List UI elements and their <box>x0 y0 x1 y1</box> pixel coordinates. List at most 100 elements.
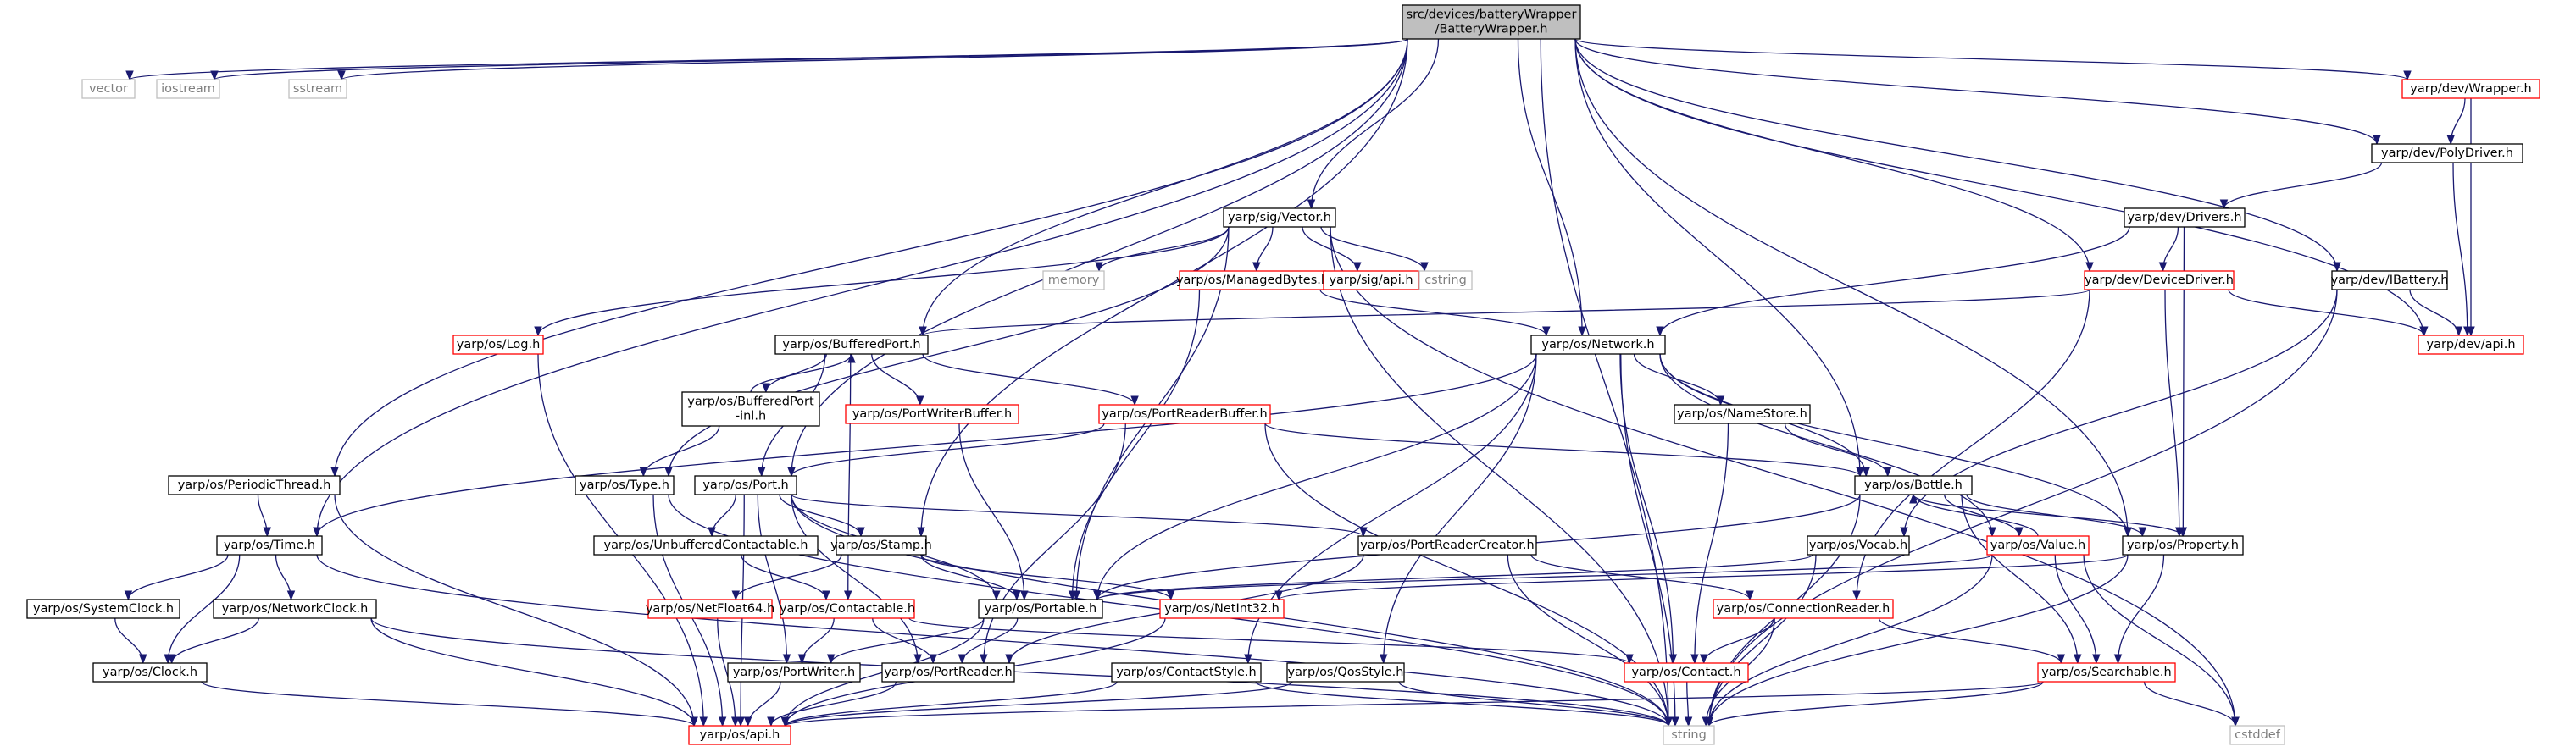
node-periodic[interactable]: yarp/os/PeriodicThread.h <box>168 475 341 495</box>
edge-prb-to-port <box>787 423 1105 478</box>
edge-line <box>1098 226 1230 272</box>
node-nf64[interactable]: yarp/os/NetFloat64.h <box>646 599 774 619</box>
node-label: yarp/os/Searchable.h <box>2041 666 2171 679</box>
edge-unbuf-to-contactable <box>741 554 830 601</box>
node-sigvec[interactable]: yarp/sig/Vector.h <box>1223 207 1336 228</box>
node-box <box>213 599 377 619</box>
edge-sigvec-to-sigapi <box>1302 226 1362 273</box>
node-contactstyle[interactable]: yarp/os/ContactStyle.h <box>1111 662 1262 683</box>
node-ibattery[interactable]: yarp/dev/IBattery.h <box>2331 270 2449 290</box>
node-layer: src/devices/batteryWrapper/BatteryWrappe… <box>26 4 2540 745</box>
arrowhead-icon <box>1988 527 1996 538</box>
edge-line <box>2083 554 2236 727</box>
node-label: yarp/os/ManagedBytes.h <box>1176 274 1329 287</box>
arrowhead-icon <box>1705 716 1713 727</box>
arrowhead-icon <box>822 590 830 601</box>
node-devdriver[interactable]: yarp/dev/DeviceDriver.h <box>2084 270 2235 290</box>
node-stamp[interactable]: yarp/os/Stamp.h <box>830 535 932 556</box>
node-portreader[interactable]: yarp/os/PortReader.h <box>881 662 1015 683</box>
node-searchable[interactable]: yarp/os/Searchable.h <box>2037 662 2176 683</box>
node-prb[interactable]: yarp/os/PortReaderBuffer.h <box>1098 404 1271 424</box>
arrowhead-icon <box>1671 716 1679 727</box>
arrowhead-icon <box>917 527 925 538</box>
edge-network-to-value <box>1659 353 1996 538</box>
node-label: yarp/dev/IBattery.h <box>2331 274 2449 287</box>
edge-devdriver-to-property <box>2164 289 2184 538</box>
edge-line <box>1878 617 2062 664</box>
node-netclock[interactable]: yarp/os/NetworkClock.h <box>213 599 377 619</box>
node-devapi[interactable]: yarp/dev/api.h <box>2418 335 2524 355</box>
edge-ibattery-to-devapi <box>2409 289 2463 337</box>
node-polydriver[interactable]: yarp/dev/PolyDriver.h <box>2371 143 2523 163</box>
edge-bp-to-pwb <box>871 353 924 406</box>
node-portwriter[interactable]: yarp/os/PortWriter.h <box>727 662 861 683</box>
arrowhead-icon <box>758 467 766 478</box>
node-bpinl[interactable]: yarp/os/BufferedPort-inl.h <box>681 391 820 427</box>
node-bp[interactable]: yarp/os/BufferedPort.h <box>774 335 929 355</box>
node-unbuf[interactable]: yarp/os/UnbufferedContactable.h <box>593 535 819 556</box>
edge-line <box>1096 353 1537 600</box>
edge-line <box>920 554 1172 600</box>
arrowhead-icon <box>980 654 988 665</box>
node-value[interactable]: yarp/os/Value.h <box>1986 535 2090 556</box>
edge-sigvec-to-memory <box>1095 226 1230 273</box>
node-type[interactable]: yarp/os/Type.h <box>575 475 675 495</box>
node-network[interactable]: yarp/os/Network.h <box>1530 335 1666 355</box>
node-api[interactable]: yarp/os/api.h <box>688 725 791 745</box>
node-prc[interactable]: yarp/os/PortReaderCreator.h <box>1357 535 1537 556</box>
node-wrapper[interactable]: yarp/dev/Wrapper.h <box>2401 79 2540 99</box>
node-drivers[interactable]: yarp/dev/Drivers.h <box>2124 207 2246 228</box>
arrowhead-icon <box>1166 590 1175 601</box>
node-label: yarp/os/Bottle.h <box>1864 478 1963 492</box>
node-log[interactable]: yarp/os/Log.h <box>452 335 544 355</box>
arrowhead-icon <box>1664 716 1673 727</box>
edge-drivers-to-network <box>1656 226 2130 337</box>
node-managed[interactable]: yarp/os/ManagedBytes.h <box>1176 270 1329 290</box>
node-vocab[interactable]: yarp/os/Vocab.h <box>1807 535 1910 556</box>
edge-line <box>785 681 1118 727</box>
node-portable[interactable]: yarp/os/Portable.h <box>978 599 1103 619</box>
node-label: yarp/os/api.h <box>700 728 780 742</box>
edge-line <box>785 681 1293 727</box>
arrowhead-icon <box>731 590 741 601</box>
arrowhead-icon <box>919 326 927 337</box>
node-port[interactable]: yarp/os/Port.h <box>694 475 797 495</box>
edge-time-to-sysclock <box>124 554 229 601</box>
node-bottle[interactable]: yarp/os/Bottle.h <box>1854 475 1973 495</box>
node-netint[interactable]: yarp/os/NetInt32.h <box>1159 599 1285 619</box>
node-box <box>1098 404 1271 424</box>
edge-line <box>316 38 1408 537</box>
edge-line <box>2117 554 2165 664</box>
node-sigapi[interactable]: yarp/sig/api.h <box>1323 270 1419 290</box>
node-connreader[interactable]: yarp/os/ConnectionReader.h <box>1713 599 1894 619</box>
edge-line <box>1383 353 1537 664</box>
edge-line <box>1574 38 2378 145</box>
node-namestore[interactable]: yarp/os/NameStore.h <box>1674 404 1811 424</box>
edge-port-to-portreader <box>791 494 922 665</box>
arrowhead-icon <box>1900 527 1908 538</box>
edge-line <box>1096 554 1813 600</box>
node-qos[interactable]: yarp/os/QosStyle.h <box>1286 662 1405 683</box>
node-contactable[interactable]: yarp/os/Contactable.h <box>780 599 915 619</box>
edge-time-to-netclock <box>275 554 296 601</box>
edge-bw-to-periodic <box>330 38 1408 478</box>
node-property[interactable]: yarp/os/Property.h <box>2122 535 2244 556</box>
node-box <box>1402 4 1581 40</box>
node-clock[interactable]: yarp/os/Clock.h <box>92 662 208 683</box>
arrowhead-icon <box>844 590 852 601</box>
arrowhead-icon <box>263 527 272 538</box>
node-label: /BatteryWrapper.h <box>1435 23 1548 36</box>
edge-bw-to-string <box>1540 38 1673 727</box>
edge-line <box>2228 289 2425 336</box>
node-label: yarp/os/SystemClock.h <box>33 602 174 616</box>
arrowhead-icon <box>2463 326 2472 337</box>
node-pwb[interactable]: yarp/os/PortWriterBuffer.h <box>845 404 1019 424</box>
node-time[interactable]: yarp/os/Time.h <box>216 535 323 556</box>
arrowhead-icon <box>330 467 339 478</box>
node-sysclock[interactable]: yarp/os/SystemClock.h <box>26 599 180 619</box>
edge-sysclock-to-clock <box>114 617 147 665</box>
node-bw[interactable]: src/devices/batteryWrapper/BatteryWrappe… <box>1402 4 1581 40</box>
arrowhead-icon <box>1420 262 1429 273</box>
node-box <box>1986 535 2090 556</box>
node-contact[interactable]: yarp/os/Contact.h <box>1624 662 1749 683</box>
